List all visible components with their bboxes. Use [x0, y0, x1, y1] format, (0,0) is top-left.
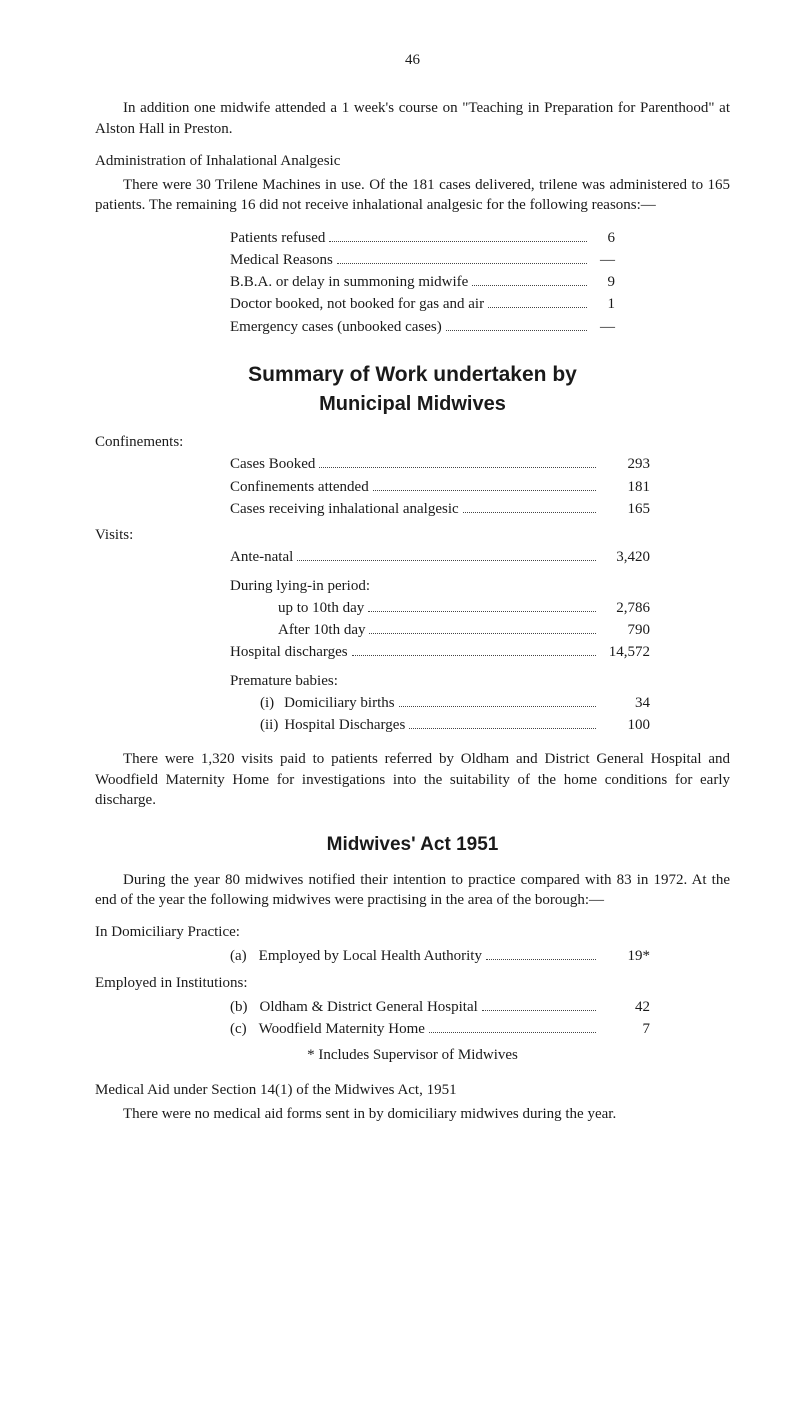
stat-prefix: (a): [230, 946, 247, 966]
confinements-heading: Confinements:: [95, 432, 730, 452]
stat-label: Cases receiving inhalational analgesic: [230, 499, 459, 519]
stat-row: up to 10th day 2,786: [278, 598, 650, 618]
stat-value: 2,786: [600, 598, 650, 618]
stat-value: 19*: [600, 946, 650, 966]
midwives-act-title: Midwives' Act 1951: [95, 832, 730, 858]
reasons-list: Patients refused 6 Medical Reasons — B.B…: [230, 228, 615, 337]
stat-row: After 10th day 790: [278, 620, 650, 640]
reason-row: B.B.A. or delay in summoning midwife 9: [230, 272, 615, 292]
stat-row: (ii) Hospital Discharges 100: [260, 715, 650, 735]
reason-value: 6: [591, 228, 615, 248]
stat-value: 100: [600, 715, 650, 735]
leader-dots: [369, 633, 596, 634]
employed-heading: Employed in Institutions:: [95, 973, 730, 993]
stat-prefix: (i): [260, 693, 274, 713]
leader-dots: [463, 512, 596, 513]
stat-row: (b) Oldham & District General Hospital 4…: [230, 997, 650, 1017]
reason-label: Emergency cases (unbooked cases): [230, 317, 442, 337]
leader-dots: [488, 307, 587, 308]
stat-label: up to 10th day: [278, 598, 364, 618]
stat-value: 7: [600, 1019, 650, 1039]
dom-practice-block: (a) Employed by Local Health Authority 1…: [230, 946, 650, 966]
reason-value: 1: [591, 294, 615, 314]
leader-dots: [399, 706, 596, 707]
stat-label: Woodfield Maternity Home: [259, 1019, 425, 1039]
stat-label: Cases Booked: [230, 454, 315, 474]
visits-paragraph: There were 1,320 visits paid to patients…: [95, 749, 730, 810]
reason-row: Emergency cases (unbooked cases) —: [230, 317, 615, 337]
medical-aid-heading: Medical Aid under Section 14(1) of the M…: [95, 1080, 730, 1100]
reason-row: Doctor booked, not booked for gas and ai…: [230, 294, 615, 314]
visits-heading: Visits:: [95, 525, 730, 545]
leader-dots: [368, 611, 596, 612]
stat-value: 790: [600, 620, 650, 640]
reason-value: —: [591, 250, 615, 270]
stat-prefix: (c): [230, 1019, 247, 1039]
leader-dots: [472, 285, 587, 286]
intro-paragraph: In addition one midwife attended a 1 wee…: [95, 98, 730, 139]
stat-row: Hospital discharges 14,572: [230, 642, 650, 662]
stat-row: Cases receiving inhalational analgesic 1…: [230, 499, 650, 519]
leader-dots: [486, 959, 596, 960]
reason-value: 9: [591, 272, 615, 292]
stat-label: Employed by Local Health Authority: [259, 946, 482, 966]
leader-dots: [352, 655, 596, 656]
leader-dots: [319, 467, 596, 468]
summary-title-line2: Municipal Midwives: [95, 391, 730, 418]
stat-label: Hospital discharges: [230, 642, 348, 662]
stat-row: Cases Booked 293: [230, 454, 650, 474]
confinements-list: Cases Booked 293 Confinements attended 1…: [230, 454, 650, 519]
admin-heading: Administration of Inhalational Analgesic: [95, 151, 730, 171]
reason-row: Patients refused 6: [230, 228, 615, 248]
stat-label: Domiciliary births: [284, 693, 394, 713]
footnote: * Includes Supervisor of Midwives: [95, 1045, 730, 1065]
visits-block: Ante-natal 3,420 During lying-in period:…: [230, 547, 650, 735]
stat-prefix: (ii): [260, 715, 278, 735]
leader-dots: [446, 330, 587, 331]
stat-row: (i) Domiciliary births 34: [260, 693, 650, 713]
stat-row: (a) Employed by Local Health Authority 1…: [230, 946, 650, 966]
employed-block: (b) Oldham & District General Hospital 4…: [230, 997, 650, 1040]
leader-dots: [329, 241, 587, 242]
leader-dots: [482, 1010, 596, 1011]
medical-aid-paragraph: There were no medical aid forms sent in …: [95, 1104, 730, 1124]
admin-paragraph: There were 30 Trilene Machines in use. O…: [95, 175, 730, 216]
stat-value: 42: [600, 997, 650, 1017]
page-number: 46: [95, 50, 730, 70]
reason-label: Medical Reasons: [230, 250, 333, 270]
reason-label: Patients refused: [230, 228, 325, 248]
stat-value: 181: [600, 477, 650, 497]
reason-row: Medical Reasons —: [230, 250, 615, 270]
stat-value: 34: [600, 693, 650, 713]
stat-label: After 10th day: [278, 620, 365, 640]
midwives-act-paragraph: During the year 80 midwives notified the…: [95, 870, 730, 911]
stat-label: Oldham & District General Hospital: [260, 997, 478, 1017]
leader-dots: [409, 728, 596, 729]
stat-value: 165: [600, 499, 650, 519]
stat-value: 3,420: [600, 547, 650, 567]
leader-dots: [429, 1032, 596, 1033]
dom-practice-heading: In Domiciliary Practice:: [95, 922, 730, 942]
leader-dots: [337, 263, 587, 264]
stat-row: Ante-natal 3,420: [230, 547, 650, 567]
stat-label: Ante-natal: [230, 547, 293, 567]
stat-prefix: (b): [230, 997, 248, 1017]
stat-label: Confinements attended: [230, 477, 369, 497]
stat-value: 14,572: [600, 642, 650, 662]
reason-label: B.B.A. or delay in summoning midwife: [230, 272, 468, 292]
stat-label: Hospital Discharges: [284, 715, 405, 735]
leader-dots: [297, 560, 596, 561]
reason-value: —: [591, 317, 615, 337]
stat-row: (c) Woodfield Maternity Home 7: [230, 1019, 650, 1039]
leader-dots: [373, 490, 596, 491]
reason-label: Doctor booked, not booked for gas and ai…: [230, 294, 484, 314]
stat-value: 293: [600, 454, 650, 474]
premature-heading: Premature babies:: [230, 671, 650, 691]
summary-title-line1: Summary of Work undertaken by: [95, 361, 730, 389]
stat-row: Confinements attended 181: [230, 477, 650, 497]
lying-in-heading: During lying-in period:: [230, 576, 650, 596]
